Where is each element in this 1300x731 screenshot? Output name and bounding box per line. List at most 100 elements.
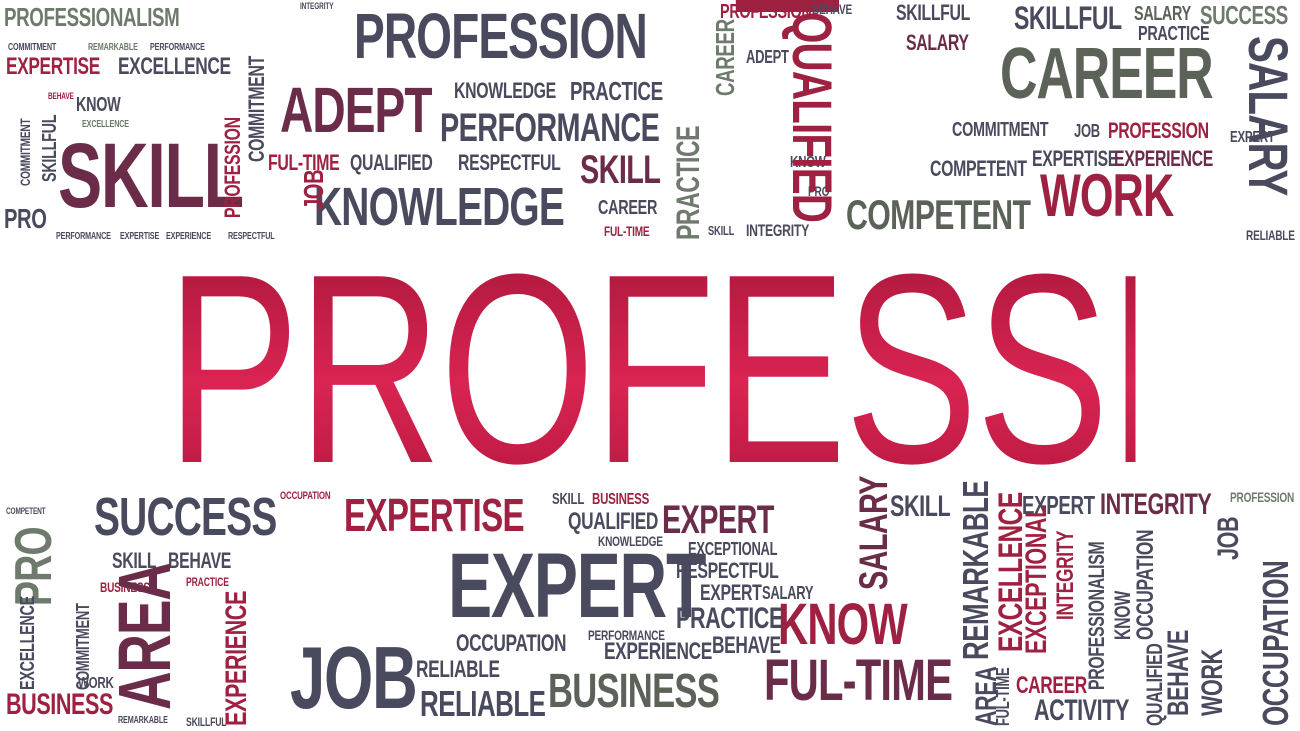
cloud-word: COMMITMENT: [8, 42, 57, 53]
cloud-word: PRACTICE: [570, 76, 663, 106]
cloud-word: BEHAVE: [712, 632, 781, 659]
cloud-word: ADEPT: [746, 47, 789, 67]
cloud-word: EXPERTISE: [6, 53, 100, 80]
cloud-word: INTEGRITY: [300, 1, 334, 11]
cloud-word: PROFESSION: [1108, 118, 1209, 143]
cloud-word: EXPERTISE: [120, 231, 160, 242]
cloud-word: SKILL: [708, 223, 735, 238]
cloud-word: RESPECTFUL: [458, 150, 561, 175]
cloud-word: EXPERTISE: [1032, 146, 1119, 171]
cloud-word: BUSINESS: [592, 491, 650, 508]
cloud-word: RELIABLE: [416, 656, 500, 683]
cloud-word: PRACTICE: [186, 575, 229, 589]
cloud-word: RELIABLE: [420, 683, 546, 724]
cloud-word: JOB: [1074, 121, 1100, 141]
cloud-word: BEHAVE: [1162, 630, 1195, 716]
cloud-word: COMPETENT: [6, 506, 46, 516]
cloud-word: ADEPT: [280, 74, 432, 146]
cloud-word: OCCUPATION: [456, 630, 567, 657]
cloud-word: PROFESSION: [354, 0, 648, 72]
cloud-word: EXPERTISE: [344, 489, 525, 541]
cloud-word: RESPECTFUL: [676, 558, 779, 583]
cloud-word: BUSINESS: [6, 688, 113, 721]
cloud-word: PROFESSIONALISM: [4, 2, 180, 32]
cloud-word: BUSINESS: [548, 665, 720, 718]
cloud-word: KNOW: [76, 94, 121, 116]
cloud-word: CAREER: [1016, 672, 1087, 699]
cloud-word: BEHAVE: [812, 1, 853, 17]
cloud-word: PROFESSIONALISM: [1084, 541, 1109, 690]
cloud-word: SKILL: [58, 125, 244, 227]
cloud-word: CAREER: [598, 197, 658, 219]
cloud-word: PRO: [4, 203, 47, 234]
cloud-word: SUCCESS: [1200, 0, 1288, 30]
cloud-word: REMARKABLE: [88, 42, 138, 53]
cloud-word: EXCELLENCE: [118, 53, 231, 80]
cloud-word: COMMITMENT: [952, 119, 1049, 141]
cloud-word: QUALIFIED: [568, 508, 659, 535]
cloud-word: EXPERIENCE: [604, 638, 712, 665]
cloud-word: BEHAVE: [48, 91, 74, 101]
cloud-word: SKILL: [112, 548, 157, 573]
cloud-word: PRO: [5, 527, 63, 606]
cloud-word: SALARY: [762, 583, 814, 603]
cloud-word: PERFORMANCE: [440, 106, 660, 150]
cloud-word: COMPETENT: [846, 191, 1031, 238]
cloud-word: BEHAVE: [168, 548, 231, 573]
cloud-word: OCCUPATION: [280, 490, 331, 502]
cloud-word: SALARY: [906, 30, 969, 55]
cloud-word: SALARY: [852, 476, 896, 590]
cloud-word: PRACTICE: [676, 602, 783, 635]
hero-word-professional: PROFESSIONAL: [166, 219, 1300, 520]
cloud-word: COMMITMENT: [244, 56, 269, 162]
cloud-word: RELIABLE: [1246, 227, 1295, 243]
cloud-word: SKILL: [890, 490, 951, 523]
cloud-word: INTEGRITY: [1052, 530, 1079, 620]
cloud-word: EXPERIENCE: [1114, 146, 1213, 171]
cloud-word: PRACTICE: [1138, 23, 1210, 45]
cloud-word: ACTIVITY: [1034, 694, 1129, 727]
cloud-word: COMPETENT: [930, 156, 1027, 181]
cloud-word: EXCEPTIONAL: [1020, 505, 1053, 654]
cloud-word: PROFESSION: [220, 117, 245, 218]
cloud-word: CAREER: [1000, 34, 1214, 114]
cloud-word: PRO: [808, 183, 830, 199]
cloud-word: FUL-TIME: [993, 667, 1013, 726]
cloud-word: FUL-TIME: [604, 223, 650, 239]
cloud-word: CAREER: [710, 19, 740, 97]
cloud-word: EXCEPTIONAL: [688, 539, 778, 559]
cloud-word: OCCUPATION: [1255, 560, 1296, 726]
cloud-word: PROFESSION: [720, 1, 812, 23]
cloud-word: SKILL: [580, 148, 661, 192]
cloud-word: SKILLFUL: [896, 0, 971, 25]
cloud-word: EXPERT: [1230, 129, 1275, 146]
cloud-word: INTEGRITY: [746, 221, 810, 240]
cloud-word: COMMITMENT: [17, 118, 33, 186]
cloud-word: PERFORMANCE: [588, 627, 665, 643]
cloud-word: KNOWLEDGE: [314, 177, 565, 237]
cloud-word: SKILLFUL: [186, 715, 227, 729]
cloud-word: PROFESSION: [1230, 489, 1295, 505]
cloud-word: KNOW: [778, 592, 908, 657]
cloud-word: JOB: [290, 628, 418, 727]
cloud-word: JOB: [298, 169, 329, 210]
cloud-word: KNOW: [790, 154, 826, 171]
cloud-word: WORK: [1040, 162, 1174, 229]
cloud-word: EXPERIENCE: [220, 591, 253, 726]
cloud-word: PERFORMANCE: [150, 42, 205, 53]
cloud-word: REMARKABLE: [118, 715, 168, 726]
cloud-word: RESPECTFUL: [228, 232, 275, 242]
cloud-word: AREA: [103, 563, 186, 710]
cloud-word: EXPERT: [662, 498, 774, 542]
cloud-word: QUALIFIED: [1142, 643, 1167, 726]
cloud-word: SKILL: [552, 491, 585, 508]
cloud-word: FUL-TIME: [268, 150, 340, 175]
cloud-word: SKILLFUL: [1014, 0, 1122, 36]
cloud-word: QUALIFIED: [350, 150, 433, 175]
cloud-word: JOB: [1212, 516, 1245, 560]
cloud-word: FUL-TIME: [764, 648, 953, 713]
cloud-word: EXPERT: [700, 580, 762, 605]
cloud-word: EXPERT: [448, 535, 706, 637]
cloud-word: SALARY: [1134, 3, 1191, 25]
